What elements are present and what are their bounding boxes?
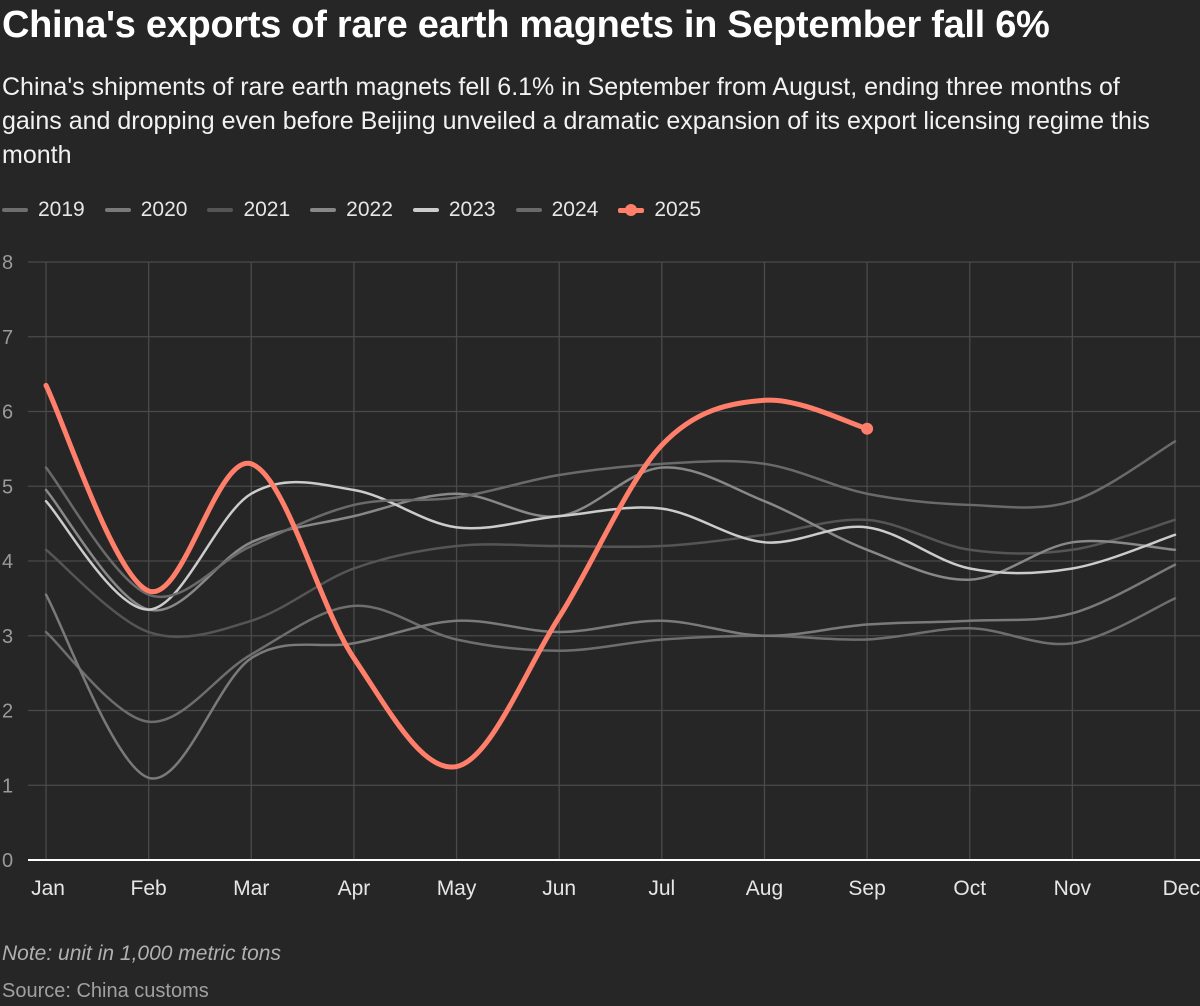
- chart-series: [43, 382, 1177, 780]
- x-tick-label: May: [437, 877, 477, 900]
- y-tick-label: 6: [2, 402, 13, 424]
- y-tick-label: 0: [2, 850, 13, 872]
- series-line-2022: [44, 466, 1177, 612]
- x-tick-label: Oct: [953, 877, 986, 900]
- x-tick-label: Mar: [233, 877, 269, 900]
- x-tick-label: Aug: [746, 877, 783, 900]
- x-tick-label: Nov: [1054, 877, 1092, 900]
- y-tick-label: 2: [2, 701, 13, 723]
- legend-label: 2021: [243, 198, 291, 221]
- x-tick-label: Apr: [338, 877, 371, 900]
- chart-subtitle: China's shipments of rare earth magnets …: [2, 73, 1150, 169]
- line-chart: 0 1 2 3 4 5 6 7 8 Jan Feb Mar Apr May Jun Jul Aug Sep Oct…: [2, 252, 1200, 900]
- y-tick-label: 1: [2, 775, 13, 797]
- legend-swatch: [2, 208, 28, 212]
- y-tick-label: 5: [2, 476, 13, 498]
- series-line-2020: [44, 563, 1177, 780]
- x-tick-label: Dec: [1163, 877, 1200, 900]
- legend-label: 2022: [346, 198, 393, 221]
- legend-swatch: [618, 203, 645, 216]
- x-tick-label: Sep: [848, 877, 885, 900]
- legend-item-2024: 2024: [515, 198, 599, 222]
- series-line-2021: [44, 518, 1177, 639]
- x-tick-label: Feb: [131, 877, 167, 900]
- x-tick-label: Jun: [542, 877, 576, 900]
- x-tick-label: Jan: [31, 877, 65, 900]
- chart-note: Note: unit in 1,000 metric tons: [2, 942, 281, 965]
- series-end-marker-2025: [861, 422, 874, 435]
- chart-title: China's exports of rare earth magnets in…: [2, 4, 1050, 46]
- x-tick-label: Jul: [648, 877, 675, 900]
- chart-source: Source: China customs: [2, 980, 209, 1002]
- x-axis-ticks: Jan Feb Mar Apr May Jun Jul Aug Sep Oct Nov Dec: [31, 877, 1200, 900]
- series-line-2023: [44, 480, 1177, 611]
- legend-label: 2019: [38, 198, 85, 221]
- y-tick-label: 4: [2, 551, 13, 573]
- legend-swatch: [310, 208, 337, 212]
- legend-item-2020: 2020: [104, 198, 188, 222]
- legend-swatch: [412, 208, 439, 212]
- legend-swatch: [207, 208, 234, 212]
- legend-item-2019: 2019: [2, 198, 85, 222]
- y-axis-ticks: 0 1 2 3 4 5 6 7 8: [2, 252, 13, 872]
- series-line-2025: [43, 382, 870, 770]
- legend-label: 2024: [551, 198, 599, 221]
- chart-grid: [28, 261, 1200, 860]
- y-tick-label: 7: [2, 327, 13, 349]
- legend-item-2022: 2022: [310, 198, 393, 222]
- legend-label: 2025: [654, 198, 702, 221]
- y-tick-label: 8: [2, 252, 13, 274]
- legend-label: 2023: [448, 198, 496, 221]
- legend-item-2023: 2023: [412, 198, 496, 222]
- legend-swatch: [515, 208, 542, 212]
- legend-item-2021: 2021: [207, 198, 290, 222]
- series-line-2019: [44, 597, 1177, 723]
- legend-swatch: [104, 208, 131, 212]
- legend-item-2025: 2025: [618, 198, 701, 222]
- y-tick-label: 3: [2, 626, 13, 648]
- legend-label: 2020: [140, 198, 188, 221]
- chart-legend: 2019 2020 2021 2022 2023 2024 2025: [2, 196, 721, 224]
- series-line-2024: [44, 440, 1177, 598]
